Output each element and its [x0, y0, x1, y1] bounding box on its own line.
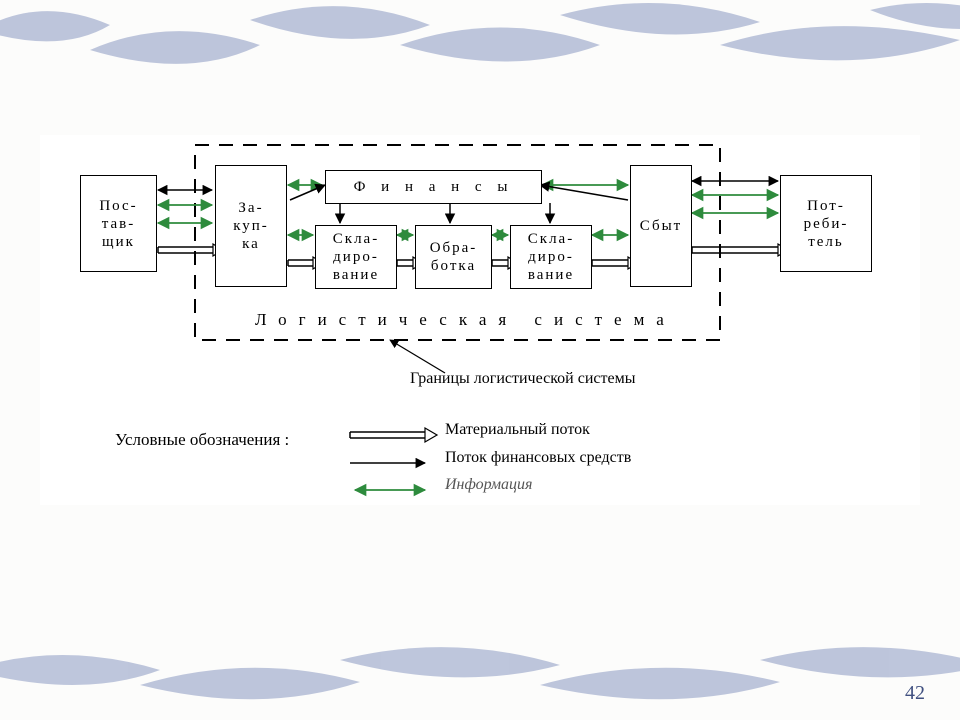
page-number: 42 [905, 682, 925, 705]
node-purchase: За- куп- ка [215, 165, 287, 287]
system-label: Логистическая система [255, 310, 676, 330]
node-consumer: Пот- реби- тель [780, 175, 872, 272]
node-finance: Ф и н а н с ы [325, 170, 542, 204]
diagram-area: Пос- тав- щик За- куп- ка Ф и н а н с ы … [40, 135, 920, 505]
node-supplier: Пос- тав- щик [80, 175, 157, 272]
top-decor [0, 0, 960, 90]
node-storage-2: Скла- диро- вание [510, 225, 592, 289]
bottom-decor [0, 640, 960, 720]
legend-material: Материальный поток [445, 421, 590, 439]
boundary-note: Границы логистической системы [410, 370, 635, 388]
slide: Пос- тав- щик За- куп- ка Ф и н а н с ы … [0, 0, 960, 720]
boundary-pointer [390, 340, 445, 373]
node-sales: Сбыт [630, 165, 692, 287]
node-storage-1: Скла- диро- вание [315, 225, 397, 289]
legend-title: Условные обозначения : [115, 430, 289, 450]
legend-info: Информация [445, 476, 533, 494]
node-processing: Обра- ботка [415, 225, 492, 289]
legend-symbols [350, 428, 437, 490]
legend-finance: Поток финансовых средств [445, 449, 631, 467]
